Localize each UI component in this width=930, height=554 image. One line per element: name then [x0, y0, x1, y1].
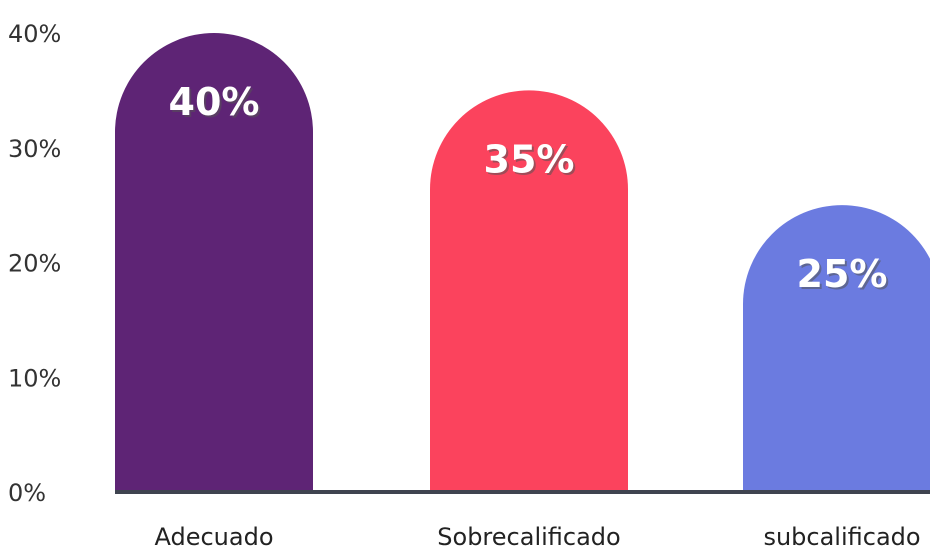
y-tick-label: 0% — [8, 479, 46, 507]
data-label-shadow: 35% — [486, 139, 577, 183]
x-tick-label: Sobrecalificado — [437, 523, 620, 551]
y-tick-label: 10% — [8, 364, 61, 392]
y-tick-label: 20% — [8, 250, 61, 278]
bar-subcalificado — [743, 205, 930, 492]
data-label-shadow: 25% — [799, 254, 890, 298]
data-label: 35% — [484, 137, 575, 181]
x-tick-label: Adecuado — [154, 523, 273, 551]
x-tick-label: subcalificado — [763, 523, 920, 551]
data-labels: 40%40%35%35%25%25% — [169, 80, 890, 298]
y-tick-label: 40% — [8, 20, 61, 48]
y-axis: 0% 10% 20% 30% 40% — [8, 20, 61, 507]
bar-adecuado — [115, 33, 313, 493]
data-label: 25% — [797, 252, 888, 296]
x-axis: Adecuado Sobrecalificado subcalificado — [154, 523, 920, 551]
y-tick-label: 30% — [8, 135, 61, 163]
data-label-shadow: 40% — [171, 82, 262, 126]
bars-group — [115, 33, 930, 493]
bar-sobrecalificado — [430, 90, 628, 492]
data-label: 40% — [169, 80, 260, 124]
